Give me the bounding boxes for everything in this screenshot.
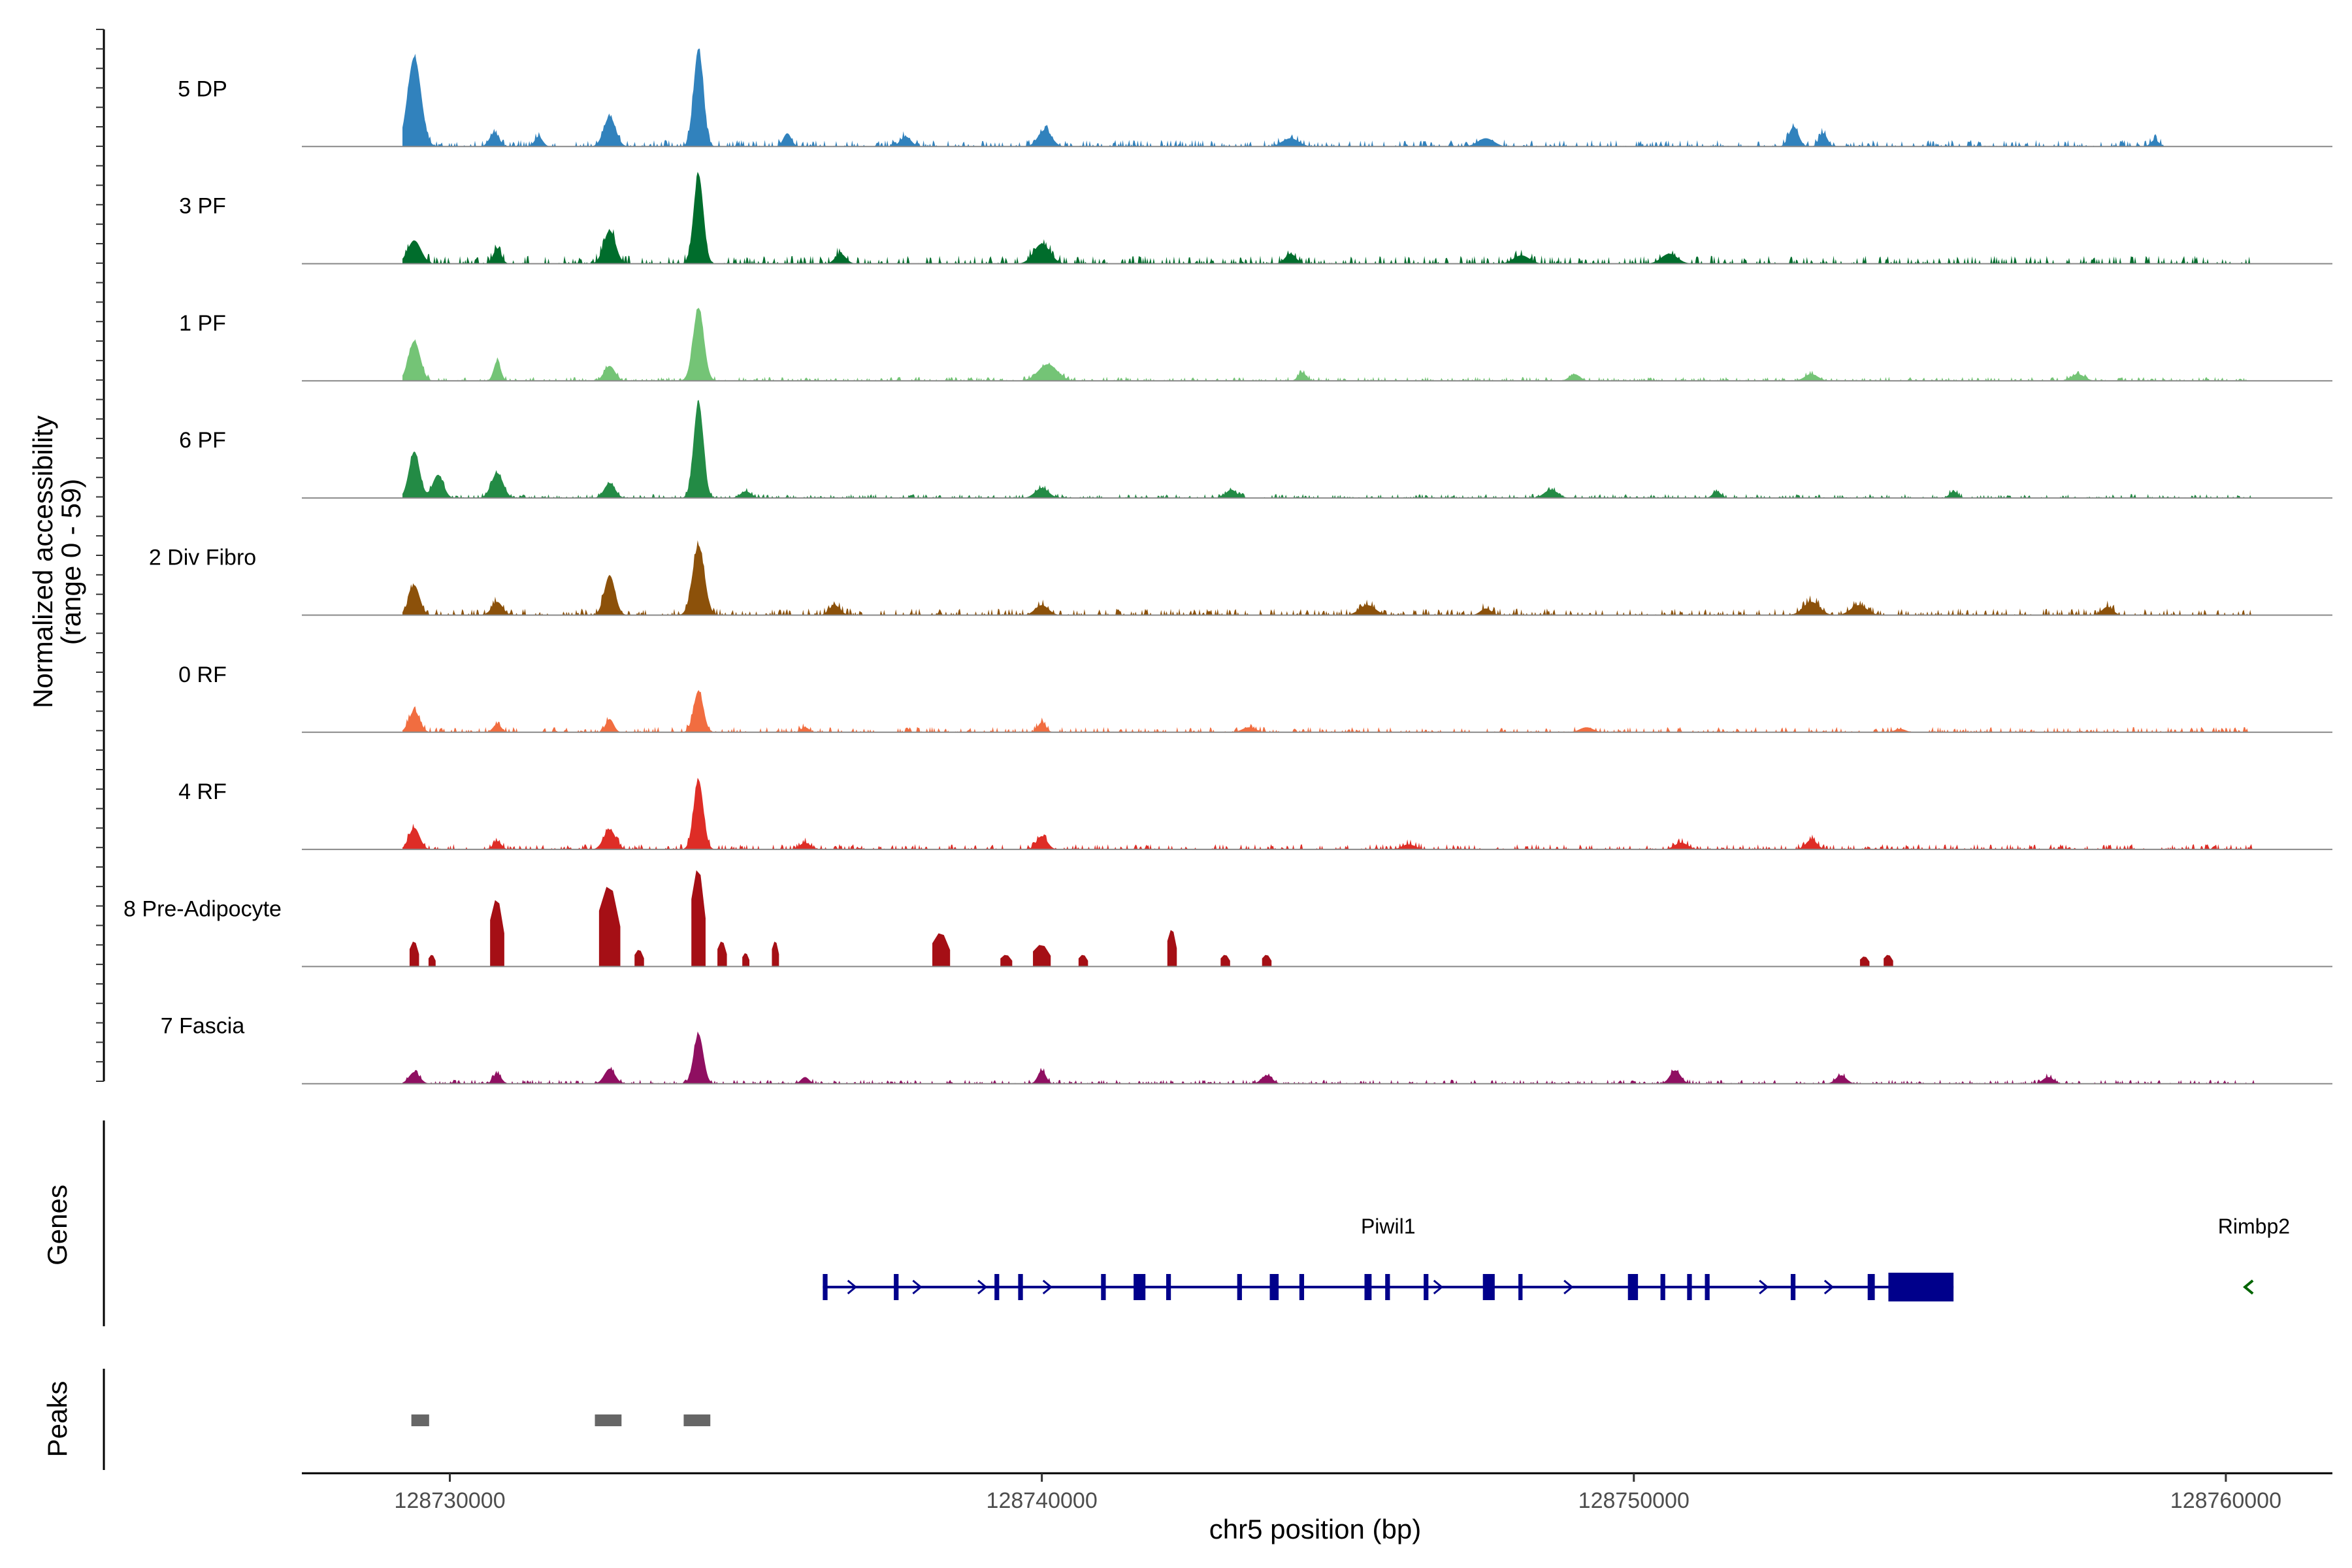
track: 0 RF <box>178 662 2332 733</box>
gene-piwil1: Piwil1 <box>823 1215 1954 1301</box>
gene-label: Piwil1 <box>1361 1215 1416 1238</box>
gene-direction-arrow <box>1563 1279 1574 1295</box>
gene-direction-arrow <box>1823 1279 1835 1295</box>
track-area <box>402 690 2256 732</box>
gene-exon <box>1867 1274 1875 1300</box>
gene-exon <box>1424 1274 1429 1300</box>
track-bar <box>1078 955 1088 967</box>
track-area <box>402 308 2256 381</box>
gene-exon <box>1166 1274 1171 1300</box>
gene-exon <box>823 1274 828 1300</box>
track-bar <box>490 900 504 967</box>
x-axis-tick-label: 128750000 <box>1578 1488 1690 1513</box>
track-bar <box>634 949 644 967</box>
gene-exon <box>1101 1274 1106 1300</box>
track: 3 PF <box>179 172 2332 265</box>
x-axis-tick-label: 128730000 <box>394 1488 505 1513</box>
track-bar <box>1884 955 1893 967</box>
track-label: 2 Div Fibro <box>149 546 256 570</box>
track: 4 RF <box>178 777 2332 851</box>
coverage-tracks: 5 DP 3 PF 1 PF 6 PF 2 Div Fibro 0 RF 4 RF 8 Pre… <box>123 48 2332 1085</box>
track-bar <box>1220 955 1230 967</box>
gene-exon <box>1687 1274 1692 1300</box>
track-bar <box>742 953 750 967</box>
track-label: 5 DP <box>178 76 227 101</box>
track-label: 6 PF <box>179 428 226 453</box>
x-axis-tick-label: 128760000 <box>2170 1488 2281 1513</box>
gene-exon <box>1364 1274 1372 1300</box>
track-label: 8 Pre-Adipocyte <box>123 896 282 921</box>
peak-region <box>683 1414 711 1426</box>
gene-exon <box>1018 1274 1023 1300</box>
track-area <box>402 400 2256 498</box>
gene-exon <box>1237 1274 1242 1300</box>
gene-rimbp2: Rimbp2 <box>2218 1215 2290 1295</box>
track-bar <box>1000 955 1013 967</box>
track-label: 0 RF <box>178 662 227 687</box>
track-bar <box>772 941 779 967</box>
peak-region <box>595 1414 622 1426</box>
accessibility-axis-title-line2: (range 0 - 59) <box>56 479 86 645</box>
gene-direction-arrow <box>1433 1279 1444 1295</box>
track: 2 Div Fibro <box>149 540 2332 616</box>
x-axis-tick-label: 128740000 <box>987 1488 1098 1513</box>
track-bar <box>932 933 951 967</box>
accessibility-axis <box>96 29 105 1082</box>
track-label: 3 PF <box>179 194 226 219</box>
gene-exon <box>1790 1274 1796 1300</box>
gene-exon <box>894 1274 899 1300</box>
track: 8 Pre-Adipocyte <box>123 870 2332 968</box>
track-bar <box>1262 955 1272 967</box>
gene-exon <box>994 1274 1000 1300</box>
track-bar <box>1859 956 1870 967</box>
track-area <box>402 540 2256 615</box>
x-axis-title: chr5 position (bp) <box>1209 1514 1422 1544</box>
track-bar <box>428 955 436 967</box>
x-axis: 128730000 128740000 128750000 128760000 <box>302 1472 2332 1513</box>
track: 1 PF <box>179 308 2332 382</box>
track-label: 4 RF <box>178 779 227 804</box>
gene-direction-arrow <box>1759 1279 1769 1295</box>
track: 6 PF <box>179 400 2332 499</box>
gene-exon <box>1888 1273 1954 1301</box>
track-area <box>402 48 2167 147</box>
gene-direction-arrow <box>847 1279 858 1295</box>
track: 7 Fascia <box>161 1014 2332 1085</box>
gene-exon <box>1134 1274 1146 1300</box>
gene-exon <box>1482 1274 1495 1300</box>
track-bar <box>691 870 706 967</box>
gene-direction-arrow <box>2243 1279 2254 1295</box>
track-bar <box>598 887 621 967</box>
genes-axis-title: Genes <box>42 1184 73 1266</box>
peak-regions <box>411 1414 711 1426</box>
gene-exon <box>1518 1274 1523 1300</box>
track-area <box>402 777 2256 850</box>
gene-exon <box>1269 1274 1279 1300</box>
track-label: 1 PF <box>179 311 226 336</box>
track-label: 7 Fascia <box>161 1014 245 1039</box>
gene-exon <box>1660 1274 1665 1300</box>
gene-exon <box>1385 1274 1390 1300</box>
peak-region <box>411 1414 429 1426</box>
gene-annotations: Piwil1 Rimbp2 <box>823 1215 2290 1301</box>
gene-label: Rimbp2 <box>2218 1215 2290 1238</box>
track-bar <box>1167 930 1177 967</box>
gene-direction-arrow <box>977 1279 988 1295</box>
gene-exon <box>1299 1274 1305 1300</box>
gene-direction-arrow <box>912 1279 923 1295</box>
accessibility-axis-title-line1: Normalized accessibility <box>27 416 58 708</box>
gene-exon <box>1705 1274 1710 1300</box>
track-bar <box>717 941 727 967</box>
track-area <box>402 172 2256 264</box>
gene-exon <box>1627 1274 1639 1300</box>
track: 5 DP <box>178 48 2332 148</box>
gene-direction-arrow <box>1042 1279 1053 1295</box>
track-bar <box>409 941 419 967</box>
track-bar <box>1033 945 1051 967</box>
peaks-axis-title: Peaks <box>42 1381 73 1458</box>
track-area <box>402 1031 2256 1084</box>
